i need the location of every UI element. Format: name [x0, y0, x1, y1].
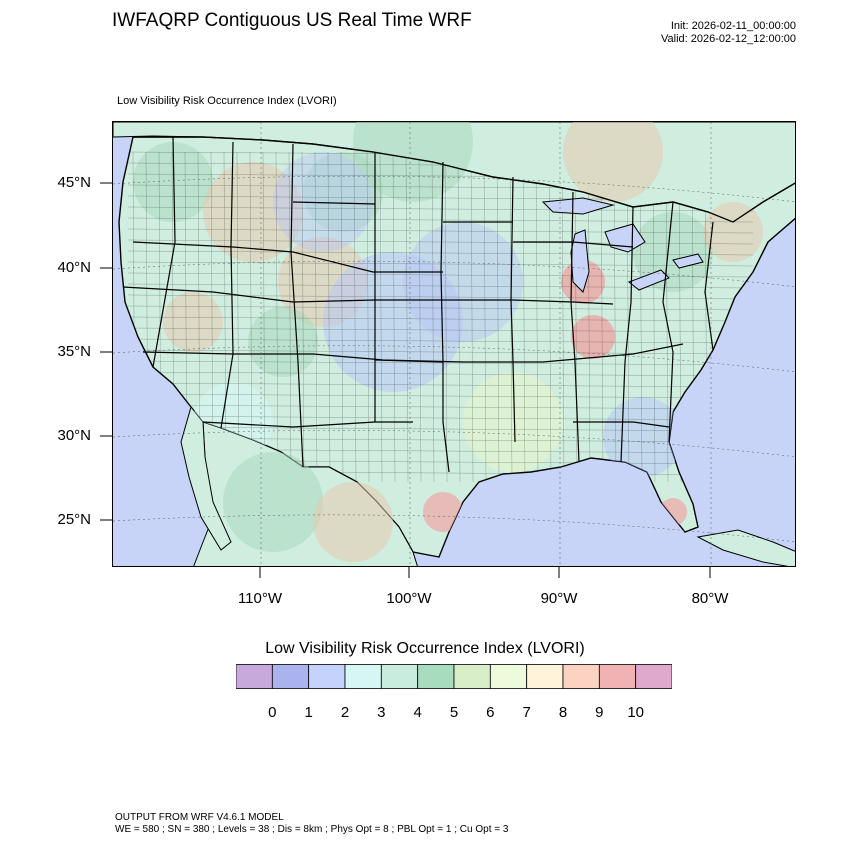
lat-label-25n: 25°N — [57, 511, 91, 528]
cuba-island — [696, 529, 795, 566]
lon-label-100w: 100°W — [386, 590, 432, 607]
map-svg — [113, 122, 795, 566]
colorbar-title: Low Visibility Risk Occurrence Index (LV… — [265, 640, 585, 657]
model-info: OUTPUT FROM WRF V4.6.1 MODEL WE = 580 ; … — [115, 812, 508, 836]
init-time: Init: 2026-02-11_00:00:00 — [670, 20, 796, 32]
risk-patch — [273, 152, 373, 252]
terrain-patch — [703, 202, 763, 262]
terrain-shading — [133, 122, 763, 562]
terrain-patch — [633, 212, 713, 292]
colorbar-tick-label: 8 — [558, 704, 568, 721]
terrain-patch — [223, 452, 323, 552]
colorbar-swatch — [598, 664, 637, 689]
colorbar-tick-label: 1 — [304, 704, 313, 721]
lat-label-30n: 30°N — [57, 427, 91, 444]
map-panel — [112, 121, 796, 567]
risk-patch — [463, 372, 563, 472]
colorbar-swatch — [562, 664, 600, 689]
lat-label-40n: 40°N — [57, 259, 91, 276]
model-version: OUTPUT FROM WRF V4.6.1 MODEL — [115, 812, 284, 823]
colorbar-swatch — [236, 664, 273, 689]
terrain-patch — [133, 142, 213, 222]
colorbar-tick-label: 0 — [268, 704, 277, 721]
baja-peninsula — [180, 405, 232, 551]
colorbar-tick-label: 4 — [413, 704, 422, 721]
terrain-patch — [563, 122, 663, 202]
colorbar — [236, 664, 672, 689]
colorbar-swatch — [489, 664, 528, 689]
colorbar-swatch — [380, 664, 419, 689]
chart-title: IWFAQRP Contiguous US Real Time WRF — [112, 10, 472, 31]
risk-patch — [571, 315, 615, 359]
terrain-patch — [203, 162, 303, 262]
colorbar-tick-label: 5 — [449, 704, 459, 721]
colorbar-swatch — [417, 664, 455, 689]
colorbar-tick-label: 7 — [522, 704, 531, 721]
lat-label-45n: 45°N — [57, 174, 91, 191]
risk-patch — [403, 222, 523, 342]
valid-time: Valid: 2026-02-12_12:00:00 — [661, 33, 796, 45]
colorbar-tick-label: 9 — [595, 704, 604, 721]
terrain-patch — [313, 482, 393, 562]
lon-label-90w: 90°W — [540, 590, 578, 607]
lat-lon-graticule — [113, 122, 795, 566]
colorbar-tick-label: 10 — [627, 704, 644, 721]
colorbar-swatch — [453, 664, 491, 689]
lon-label-110w: 110°W — [237, 590, 283, 607]
colorbar-tick-label: 3 — [377, 704, 386, 721]
lat-ticks — [100, 182, 112, 521]
run-time-info: Init: 2026-02-11_00:00:00 Valid: 2026-02… — [661, 20, 796, 46]
colorbar-swatch — [308, 664, 346, 689]
colorbar-swatch — [344, 664, 382, 689]
field-subtitle: Low Visibility Risk Occurrence Index (LV… — [117, 95, 337, 107]
colorbar-tick-label: 2 — [340, 704, 350, 721]
terrain-patch — [248, 307, 318, 377]
colorbar-tick-label: 6 — [486, 704, 495, 721]
colorbar-swatch — [635, 664, 672, 689]
risk-patch — [423, 492, 463, 532]
lat-label-35n: 35°N — [57, 343, 91, 360]
terrain-patch — [163, 292, 223, 352]
colorbar-swatch — [526, 664, 564, 689]
lon-ticks — [259, 566, 711, 578]
lon-label-80w: 80°W — [691, 590, 729, 607]
colorbar-swatch — [271, 664, 310, 689]
model-config: WE = 580 ; SN = 380 ; Levels = 38 ; Dis … — [115, 824, 509, 835]
